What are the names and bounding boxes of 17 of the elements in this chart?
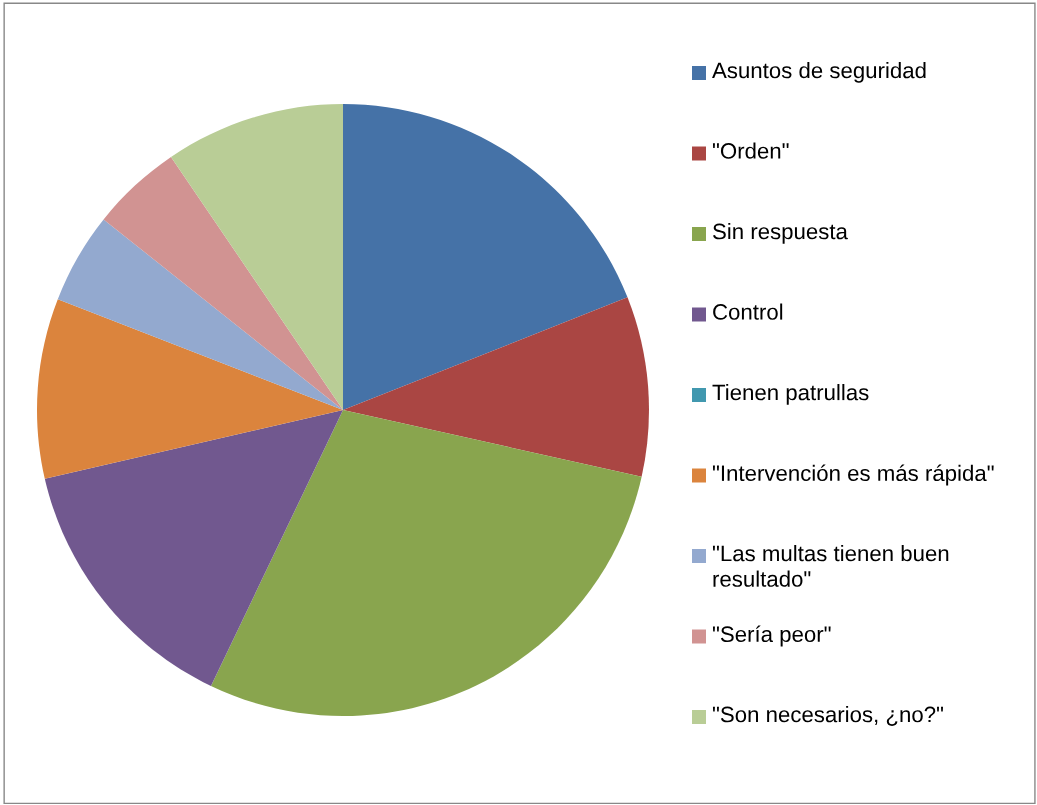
legend-label: Control — [713, 303, 783, 320]
pie-slice — [103, 156, 343, 410]
pie-slice — [37, 299, 343, 479]
pie-slice — [210, 410, 642, 716]
pie-slice — [57, 219, 343, 410]
legend-label: Tienen patrullas — [712, 384, 869, 405]
legend-label: Asuntos de seguridad — [712, 62, 926, 83]
pie-slice — [44, 410, 343, 687]
pie-slice — [171, 104, 343, 410]
pie-slice — [343, 104, 628, 410]
legend-label: "Son necesarios, ¿no?" — [712, 706, 944, 726]
legend-label: "Las multas tienen buen resultado" — [712, 545, 949, 587]
legend-label: "Sería peor" — [712, 625, 831, 647]
legend-label: "Intervención es más rápida" — [712, 464, 994, 486]
legend-label: "Orden" — [712, 142, 789, 159]
legend-label: Sin respuesta — [713, 223, 848, 244]
pie-slice — [343, 297, 649, 477]
